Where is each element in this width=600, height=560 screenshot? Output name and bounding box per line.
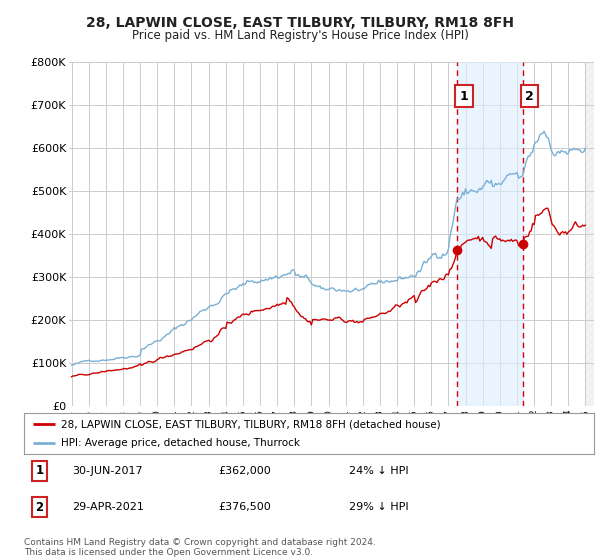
Text: £362,000: £362,000 — [218, 466, 271, 476]
Text: 28, LAPWIN CLOSE, EAST TILBURY, TILBURY, RM18 8FH: 28, LAPWIN CLOSE, EAST TILBURY, TILBURY,… — [86, 16, 514, 30]
Text: 29% ↓ HPI: 29% ↓ HPI — [349, 502, 409, 512]
Text: Price paid vs. HM Land Registry's House Price Index (HPI): Price paid vs. HM Land Registry's House … — [131, 29, 469, 42]
Bar — [457, 62, 523, 406]
Text: 1: 1 — [35, 464, 44, 477]
Text: 2: 2 — [525, 90, 534, 102]
Bar — [586, 62, 594, 406]
Text: 1: 1 — [460, 90, 468, 102]
Text: Contains HM Land Registry data © Crown copyright and database right 2024.
This d: Contains HM Land Registry data © Crown c… — [24, 538, 376, 557]
Text: 24% ↓ HPI: 24% ↓ HPI — [349, 466, 409, 476]
Text: 29-APR-2021: 29-APR-2021 — [73, 502, 145, 512]
Text: HPI: Average price, detached house, Thurrock: HPI: Average price, detached house, Thur… — [61, 438, 300, 447]
Text: 30-JUN-2017: 30-JUN-2017 — [73, 466, 143, 476]
Text: 2: 2 — [35, 501, 44, 514]
Text: 28, LAPWIN CLOSE, EAST TILBURY, TILBURY, RM18 8FH (detached house): 28, LAPWIN CLOSE, EAST TILBURY, TILBURY,… — [61, 419, 440, 429]
Text: £376,500: £376,500 — [218, 502, 271, 512]
